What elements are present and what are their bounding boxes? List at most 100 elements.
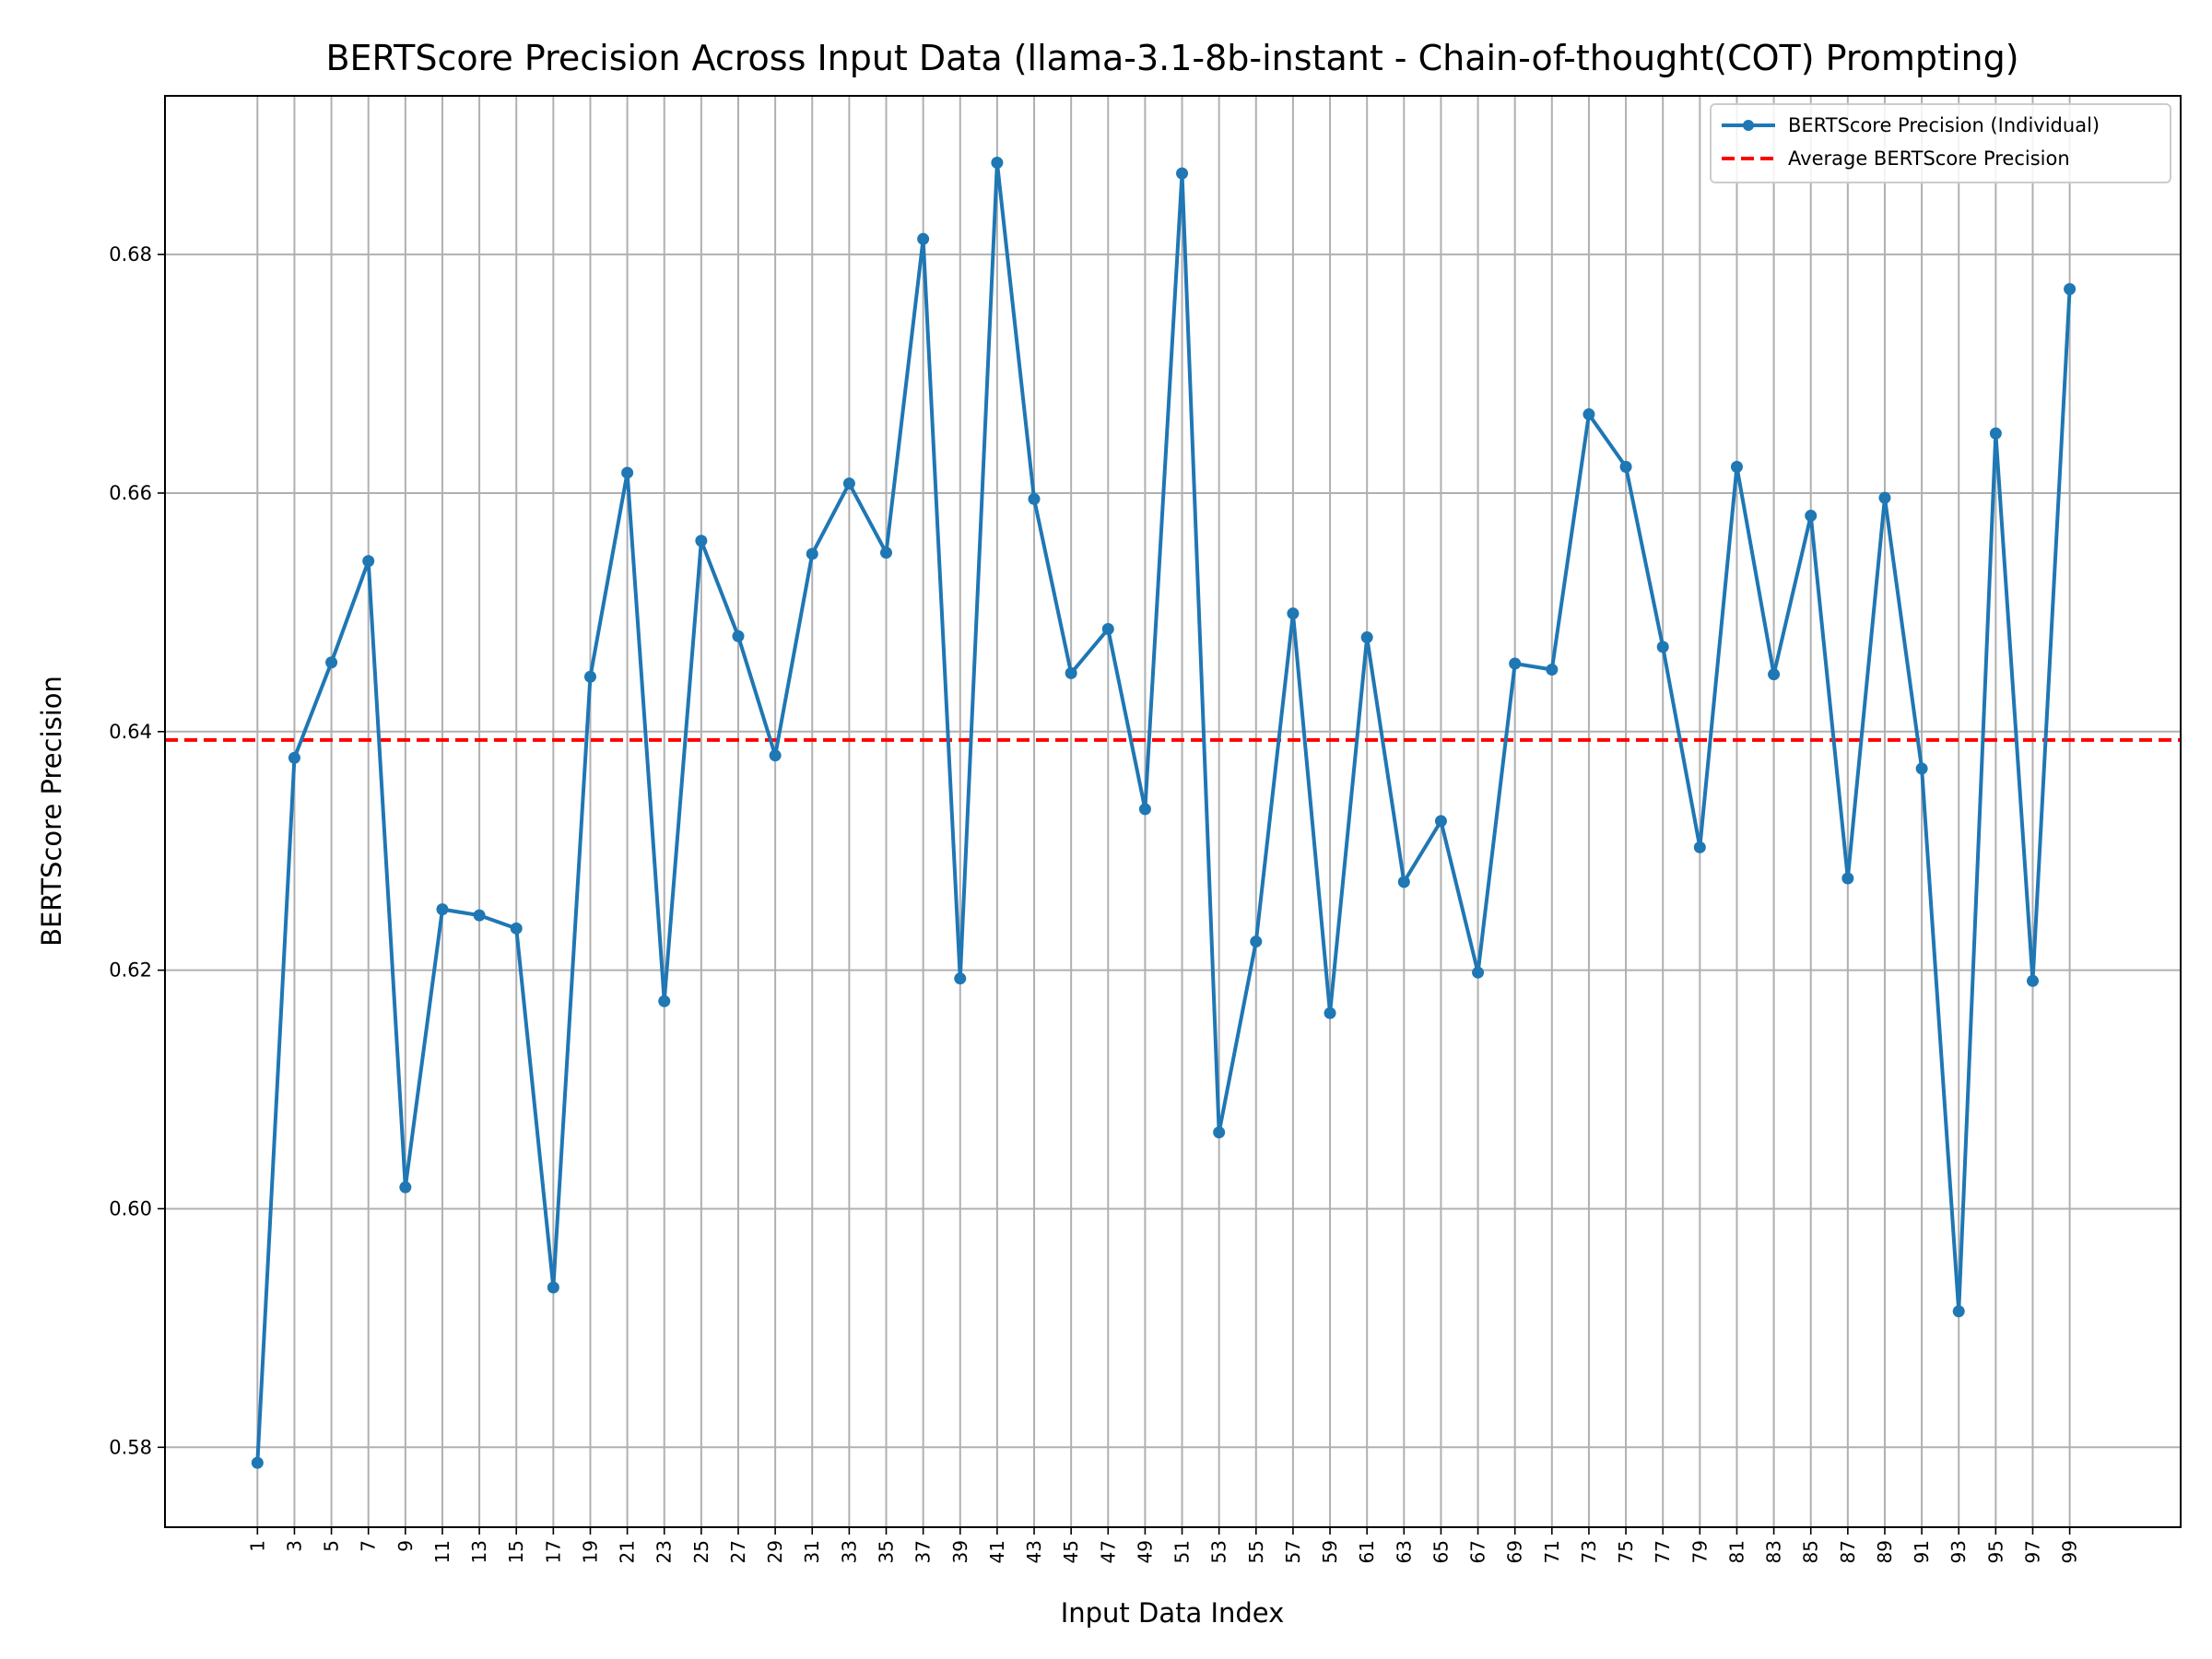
series-line-individual — [255, 160, 2072, 1464]
x-tick-label: 13 — [468, 1540, 490, 1563]
data-point — [583, 670, 596, 683]
data-point — [1693, 841, 1706, 853]
x-tick-label: 15 — [505, 1540, 527, 1563]
data-point — [769, 749, 782, 762]
data-point — [880, 547, 893, 559]
data-point — [1656, 641, 1669, 653]
data-point — [1213, 1126, 1226, 1139]
x-tick-label: 47 — [1097, 1540, 1119, 1563]
data-point — [1101, 622, 1114, 635]
x-tick-label: 37 — [912, 1540, 935, 1563]
x-tick-label: 83 — [1763, 1540, 1785, 1563]
x-tick-label: 53 — [1208, 1540, 1230, 1563]
y-tick-label: 0.66 — [109, 482, 152, 504]
x-tick-label: 49 — [1134, 1540, 1156, 1563]
legend-box — [1710, 103, 2171, 183]
chart-title: BERTScore Precision Across Input Data (l… — [325, 38, 2018, 78]
data-point — [436, 903, 449, 916]
data-point — [1065, 666, 1077, 679]
y-tick-label: 0.60 — [109, 1197, 152, 1219]
data-point — [399, 1181, 412, 1194]
x-tick-label: 67 — [1467, 1540, 1489, 1563]
data-point — [842, 477, 855, 490]
y-axis-ticks: 0.58 0.60 0.62 0.64 0.66 0.68 — [109, 243, 165, 1458]
x-tick-label: 91 — [1911, 1540, 1933, 1563]
data-point — [473, 909, 486, 922]
x-tick-label: 87 — [1837, 1540, 1859, 1563]
data-point — [1989, 427, 2002, 440]
y-tick-label: 0.62 — [109, 959, 152, 982]
data-point — [954, 972, 967, 985]
x-tick-label: 43 — [1023, 1540, 1045, 1563]
x-tick-label: 17 — [542, 1540, 564, 1563]
x-tick-label: 93 — [1947, 1540, 1970, 1563]
x-tick-label: 75 — [1615, 1540, 1637, 1563]
data-point — [1360, 631, 1373, 644]
data-point — [1287, 607, 1300, 620]
x-tick-label: 29 — [764, 1540, 786, 1563]
data-point — [1952, 1305, 1965, 1318]
data-point — [1028, 492, 1041, 505]
data-point — [917, 232, 930, 245]
x-tick-label: 65 — [1430, 1540, 1452, 1563]
data-point — [362, 555, 375, 568]
x-tick-label: 35 — [876, 1540, 898, 1563]
legend-marker-individual — [1743, 120, 1754, 131]
x-tick-label: 7 — [358, 1540, 380, 1552]
data-point — [1324, 1006, 1336, 1019]
y-tick-label: 0.64 — [109, 721, 152, 743]
data-point — [1434, 815, 1447, 828]
x-tick-label: 95 — [1984, 1540, 2006, 1563]
data-point — [2026, 974, 2039, 987]
data-point — [695, 535, 708, 547]
x-tick-label: 51 — [1171, 1540, 1194, 1563]
x-axis-label: Input Data Index — [1061, 1597, 1285, 1629]
x-tick-label: 73 — [1578, 1540, 1600, 1563]
data-point — [1250, 935, 1263, 948]
x-tick-label: 99 — [2059, 1540, 2081, 1563]
data-point — [2064, 283, 2077, 296]
data-point — [1138, 803, 1151, 816]
data-point — [510, 922, 523, 935]
x-tick-label: 3 — [283, 1540, 305, 1552]
x-tick-label: 81 — [1725, 1540, 1747, 1563]
x-tick-label: 57 — [1282, 1540, 1304, 1563]
x-tick-label: 71 — [1541, 1540, 1563, 1563]
x-tick-label: 25 — [690, 1540, 712, 1563]
legend-label-individual: BERTScore Precision (Individual) — [1788, 114, 2100, 136]
x-tick-label: 85 — [1800, 1540, 1822, 1563]
x-axis-ticks: 1 3 5 7 9 11 13 15 17 19 21 23 25 27 29 31 33 35 37 39 41 43 4… — [246, 1527, 2081, 1563]
x-tick-label: 23 — [653, 1540, 676, 1563]
grid — [165, 96, 2181, 1527]
x-tick-label: 11 — [431, 1540, 453, 1563]
data-point — [547, 1281, 559, 1294]
x-tick-label: 1 — [246, 1540, 268, 1552]
data-point — [1583, 408, 1595, 421]
data-point — [658, 994, 671, 1007]
data-point — [1472, 966, 1485, 979]
x-tick-label: 19 — [579, 1540, 601, 1563]
x-tick-label: 61 — [1356, 1540, 1378, 1563]
x-tick-label: 63 — [1393, 1540, 1415, 1563]
x-tick-label: 69 — [1504, 1540, 1526, 1563]
x-tick-label: 39 — [949, 1540, 971, 1563]
x-tick-label: 97 — [2021, 1540, 2043, 1563]
data-point — [325, 656, 338, 669]
data-point — [1841, 872, 1854, 885]
y-tick-label: 0.58 — [109, 1436, 152, 1458]
data-point — [1805, 510, 1818, 523]
x-tick-label: 89 — [1874, 1540, 1896, 1563]
x-tick-label: 33 — [838, 1540, 860, 1563]
data-point — [991, 156, 1004, 169]
data-point — [1915, 762, 1928, 775]
series-layer — [251, 156, 2077, 1469]
data-point — [288, 751, 300, 764]
x-tick-label: 79 — [1688, 1540, 1711, 1563]
legend-label-average: Average BERTScore Precision — [1788, 147, 2070, 170]
x-tick-label: 77 — [1652, 1540, 1674, 1563]
x-tick-label: 5 — [321, 1540, 343, 1552]
x-tick-label: 9 — [394, 1540, 417, 1552]
data-point — [1176, 167, 1189, 180]
x-tick-label: 55 — [1245, 1540, 1267, 1563]
